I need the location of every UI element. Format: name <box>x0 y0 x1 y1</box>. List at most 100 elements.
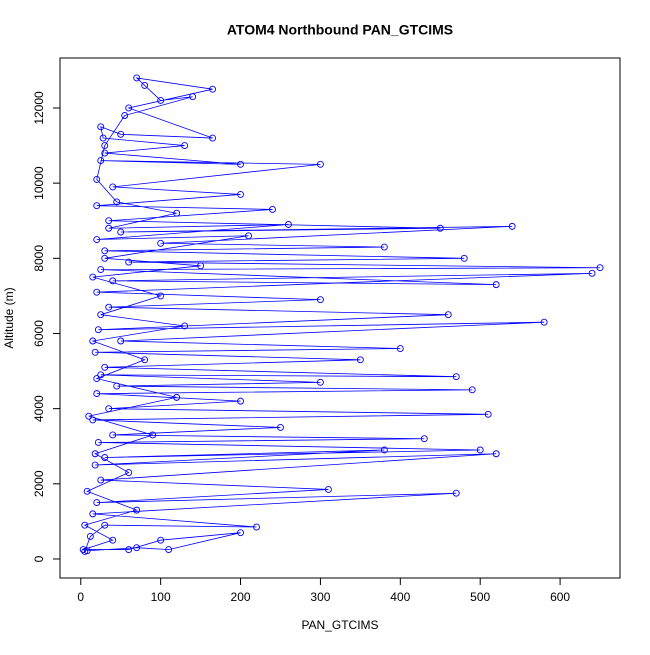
data-point <box>420 435 428 443</box>
y-tick-label: 6000 <box>32 320 46 347</box>
data-point <box>197 262 205 270</box>
data-point <box>101 142 109 150</box>
data-point <box>540 318 548 326</box>
data-point <box>588 269 596 277</box>
data-point <box>101 521 109 529</box>
y-tick-label: 2000 <box>32 470 46 497</box>
y-tick-label: 0 <box>32 555 46 562</box>
data-point <box>125 546 133 554</box>
data-point <box>105 303 113 311</box>
y-tick-label: 8000 <box>32 245 46 272</box>
data-point <box>277 423 284 431</box>
data-point <box>133 506 141 514</box>
data-point <box>97 476 105 484</box>
data-point <box>91 450 99 458</box>
data-point <box>444 311 452 319</box>
chart-title: ATOM4 Northbound PAN_GTCIMS <box>227 22 453 38</box>
data-point <box>101 254 109 262</box>
data-point <box>109 536 117 544</box>
data-point <box>105 224 113 232</box>
data-point <box>468 386 476 394</box>
data-point <box>109 183 117 191</box>
data-point <box>269 206 276 213</box>
y-tick-label: 10000 <box>32 166 46 200</box>
data-line <box>83 77 601 552</box>
data-point <box>209 134 217 142</box>
x-tick-label: 500 <box>470 590 490 604</box>
data-point <box>89 337 97 345</box>
data-point <box>125 469 133 476</box>
data-point <box>356 356 364 364</box>
x-tick-label: 0 <box>77 590 84 604</box>
data-point <box>89 510 97 518</box>
data-point <box>157 536 165 544</box>
data-point <box>85 412 93 420</box>
y-tick-label: 4000 <box>32 395 46 422</box>
data-point <box>157 239 165 247</box>
data-point <box>105 217 113 225</box>
data-point <box>97 371 105 379</box>
data-point <box>117 337 125 345</box>
data-point <box>101 454 109 461</box>
data-point <box>93 499 101 507</box>
data-point <box>324 486 332 493</box>
data-point <box>97 123 105 131</box>
data-point <box>173 393 181 401</box>
data-point <box>97 266 105 274</box>
data-point <box>89 416 97 424</box>
data-point <box>91 461 99 469</box>
data-point <box>105 405 113 413</box>
data-point <box>133 544 141 552</box>
y-axis-label: Altitude (m) <box>2 287 16 348</box>
data-point <box>93 202 101 210</box>
data-point <box>316 378 324 386</box>
data-point <box>91 348 99 356</box>
data-point <box>484 410 492 418</box>
data-point <box>476 446 484 454</box>
data-point <box>93 375 101 383</box>
data-point <box>93 236 101 243</box>
data-point <box>109 277 117 285</box>
data-point <box>149 431 157 439</box>
data-point <box>99 134 107 142</box>
data-point <box>165 546 173 554</box>
data-point <box>93 390 101 398</box>
data-point <box>396 345 404 352</box>
data-point <box>97 157 105 165</box>
data-point <box>101 363 109 371</box>
data-point <box>157 97 165 104</box>
data-point <box>209 85 217 93</box>
data-point <box>121 112 129 119</box>
data-point <box>117 228 125 236</box>
data-point <box>141 356 149 364</box>
data-point <box>452 489 460 497</box>
data-point <box>93 288 101 296</box>
data-point <box>181 322 189 330</box>
data-point <box>237 190 244 198</box>
data-point <box>380 446 388 454</box>
data-point <box>508 222 516 230</box>
data-point <box>109 431 117 439</box>
x-axis-label: PAN_GTCIMS <box>301 618 378 632</box>
data-point <box>83 487 91 495</box>
data-point <box>86 532 94 540</box>
x-tick-label: 600 <box>550 590 570 604</box>
data-point <box>173 209 181 217</box>
x-tick-label: 100 <box>151 590 171 604</box>
data-point <box>492 450 500 458</box>
data-point <box>452 373 460 381</box>
data-point <box>97 311 105 319</box>
data-point <box>285 221 292 228</box>
x-tick-label: 400 <box>390 590 410 604</box>
data-point <box>460 254 468 262</box>
data-point <box>245 232 252 240</box>
data-point <box>94 439 102 446</box>
data-point <box>125 258 133 266</box>
data-point <box>253 523 260 531</box>
x-tick-label: 200 <box>231 590 251 604</box>
data-point <box>79 546 87 554</box>
data-point <box>89 273 97 281</box>
data-point <box>83 547 91 555</box>
